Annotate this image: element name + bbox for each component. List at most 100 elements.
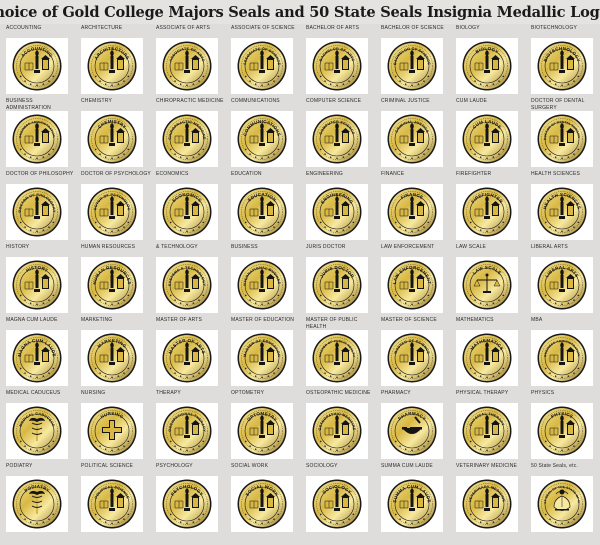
seal-thumbnail[interactable]: OSTEOPATHIC MEDICINE — [306, 403, 368, 459]
seal-thumbnail[interactable]: SOCIAL WORK — [231, 476, 293, 532]
seal-cell[interactable]: 50 State Seals, etc. THE GREAT SEAL OF TH… — [527, 462, 600, 535]
seal-cell[interactable]: ECONOMICS ECONOMICS — [152, 170, 227, 243]
seal-thumbnail[interactable]: HISTORY — [6, 257, 68, 313]
seal-thumbnail[interactable]: CHEMISTRY — [81, 111, 143, 167]
seal-cell[interactable]: MEDICAL CADUCEUS MEDICAL CADUCEUS — [2, 389, 77, 462]
seal-cell[interactable]: HEALTH SCIENCES HEALTH SCIENCES — [527, 170, 600, 243]
seal-cell[interactable]: HISTORY HISTORY — [2, 243, 77, 316]
seal-cell[interactable]: CUM LAUDE CUM LAUDE — [452, 97, 527, 170]
seal-cell[interactable]: BACHELOR OF SCIENCE BACHELOR OF SCIENCE — [377, 24, 452, 97]
seal-cell[interactable]: PHYSICS PHYSICS — [527, 389, 600, 462]
seal-thumbnail[interactable]: HEALTH SCIENCES — [531, 184, 593, 240]
seal-cell[interactable]: ENGINEERING ENGINEERING — [302, 170, 377, 243]
seal-thumbnail[interactable]: MAGNA CUM LAUDE — [6, 330, 68, 386]
seal-cell[interactable]: COMMUNICATIONS COMMUNICATIONS — [227, 97, 302, 170]
seal-thumbnail[interactable]: PSYCHOLOGY — [156, 476, 218, 532]
seal-thumbnail[interactable]: PHYSICS — [531, 403, 593, 459]
seal-cell[interactable]: MATHEMATICS MATHEMATICS — [452, 316, 527, 389]
seal-cell[interactable]: MASTER OF EDUCATION MASTER OF EDUCATION — [227, 316, 302, 389]
seal-thumbnail[interactable]: HUMAN RESOURCES — [81, 257, 143, 313]
seal-thumbnail[interactable]: MATHEMATICS — [456, 330, 518, 386]
seal-cell[interactable]: SOCIOLOGY SOCIOLOGY — [302, 462, 377, 535]
seal-thumbnail[interactable]: ASSOCIATE OF SCIENCE — [231, 38, 293, 94]
seal-cell[interactable]: PHARMACY PHARMACY — [377, 389, 452, 462]
seal-thumbnail[interactable]: VETERINARY MEDICINE — [456, 476, 518, 532]
seal-thumbnail[interactable]: COMPUTER SCIENCE — [306, 111, 368, 167]
seal-cell[interactable]: BIOTECHNOLOGY BIOTECHNOLOGY — [527, 24, 600, 97]
seal-cell[interactable]: LAW SCALE LAW SCALE — [452, 243, 527, 316]
seal-thumbnail[interactable]: EDUCATION — [231, 184, 293, 240]
seal-cell[interactable]: BACHELOR OF ARTS BACHELOR OF ARTS — [302, 24, 377, 97]
seal-thumbnail[interactable]: COMMUNICATIONS — [231, 111, 293, 167]
seal-thumbnail[interactable]: MASTER OF PUBLIC HEALTH — [306, 330, 368, 386]
seal-cell[interactable]: DOCTOR OF PSYCHOLOGY DOCTOR OF PSYCHOLOGY — [77, 170, 152, 243]
seal-cell[interactable]: VETERINARY MEDICINE VETERINARY MEDICINE — [452, 462, 527, 535]
seal-thumbnail[interactable]: PODIATRY — [6, 476, 68, 532]
seal-thumbnail[interactable]: DOCTOR OF PHILOSOPHY — [6, 184, 68, 240]
seal-cell[interactable]: POLITICAL SCIENCE POLITICAL SCIENCE — [77, 462, 152, 535]
seal-cell[interactable]: MBA BUSINESS ADMINISTRATION — [527, 316, 600, 389]
seal-thumbnail[interactable]: ENGINEERING — [306, 184, 368, 240]
seal-cell[interactable]: EDUCATION EDUCATION — [227, 170, 302, 243]
seal-thumbnail[interactable]: ACCOUNTING — [6, 38, 68, 94]
seal-thumbnail[interactable]: ECONOMICS — [156, 184, 218, 240]
seal-thumbnail[interactable]: BUSINESS ADMINISTRATION — [531, 330, 593, 386]
seal-cell[interactable]: CHEMISTRY CHEMISTRY — [77, 97, 152, 170]
seal-thumbnail[interactable]: ARCHITECTURE — [81, 38, 143, 94]
seal-cell[interactable]: OPTOMETRY OPTOMETRY — [227, 389, 302, 462]
seal-cell[interactable]: ARCHITECTURE ARCHITECTURE — [77, 24, 152, 97]
seal-cell[interactable]: MASTER OF ARTS MASTER OF ARTS — [152, 316, 227, 389]
seal-thumbnail[interactable]: MASTER OF EDUCATION — [231, 330, 293, 386]
seal-thumbnail[interactable]: LAW SCALE — [456, 257, 518, 313]
seal-cell[interactable]: JURIS DOCTOR JURIS DOCTOR — [302, 243, 377, 316]
seal-thumbnail[interactable]: INTERNATIONAL BUSINESS — [231, 257, 293, 313]
seal-thumbnail[interactable]: LAW ENFORCEMENT — [381, 257, 443, 313]
seal-thumbnail[interactable]: MASTER OF ARTS — [156, 330, 218, 386]
seal-cell[interactable]: CHIROPRACTIC MEDICINE CHIROPRACTIC MEDICI… — [152, 97, 227, 170]
seal-thumbnail[interactable]: CUM LAUDE — [456, 111, 518, 167]
seal-thumbnail[interactable]: DOCTOR OF DENTAL SURGERY — [531, 111, 593, 167]
seal-thumbnail[interactable]: BIOLOGY — [456, 38, 518, 94]
seal-cell[interactable]: NURSING NURSING — [77, 389, 152, 462]
seal-cell[interactable]: PSYCHOLOGY PSYCHOLOGY — [152, 462, 227, 535]
seal-thumbnail[interactable]: BACHELOR OF ARTS — [306, 38, 368, 94]
seal-cell[interactable]: BUSINESS ADMINISTRATION BUSINESS ADMINIST… — [2, 97, 77, 170]
seal-thumbnail[interactable]: BUSINESS ADMINISTRATION — [6, 111, 68, 167]
seal-cell[interactable]: OSTEOPATHIC MEDICINE OSTEOPATHIC MEDICINE — [302, 389, 377, 462]
seal-cell[interactable]: BIOLOGY BIOLOGY — [452, 24, 527, 97]
seal-thumbnail[interactable]: SYSTEMS & TECHNOLOGY — [156, 257, 218, 313]
seal-cell[interactable]: SOCIAL WORK SOCIAL WORK — [227, 462, 302, 535]
seal-thumbnail[interactable]: PHARMACY — [381, 403, 443, 459]
seal-thumbnail[interactable]: POLITICAL SCIENCE — [81, 476, 143, 532]
seal-cell[interactable]: PODIATRY PODIATRY — [2, 462, 77, 535]
seal-cell[interactable]: & TECHNOLOGY SYSTEMS & TECHNOLOGY — [152, 243, 227, 316]
seal-cell[interactable]: ACCOUNTING ACCOUNTING — [2, 24, 77, 97]
seal-thumbnail[interactable]: MASTER OF SCIENCE — [381, 330, 443, 386]
seal-thumbnail[interactable]: LIBERAL ARTS — [531, 257, 593, 313]
seal-thumbnail[interactable]: PHYSICAL THERAPY — [456, 403, 518, 459]
seal-thumbnail[interactable]: MEDICAL CADUCEUS — [6, 403, 68, 459]
seal-thumbnail[interactable]: DOCTOR OF PSYCHOLOGY — [81, 184, 143, 240]
seal-cell[interactable]: HUMAN RESOURCES HUMAN RESOURCES — [77, 243, 152, 316]
seal-cell[interactable]: BUSINESS INTERNATIONAL BUSINESS — [227, 243, 302, 316]
seal-thumbnail[interactable]: BIOTECHNOLOGY — [531, 38, 593, 94]
seal-thumbnail[interactable]: CRIMINAL JUSTICE — [381, 111, 443, 167]
seal-thumbnail[interactable]: JURIS DOCTOR — [306, 257, 368, 313]
seal-cell[interactable]: PHYSICAL THERAPY PHYSICAL THERAPY — [452, 389, 527, 462]
seal-thumbnail[interactable]: FINANCE — [381, 184, 443, 240]
seal-cell[interactable]: LIBERAL ARTS LIBERAL ARTS — [527, 243, 600, 316]
seal-cell[interactable]: MASTER OF SCIENCE MASTER OF SCIENCE — [377, 316, 452, 389]
seal-thumbnail[interactable]: OPTOMETRY — [231, 403, 293, 459]
seal-cell[interactable]: MASTER OF PUBLIC HEALTH MASTER OF PUBLIC … — [302, 316, 377, 389]
seal-cell[interactable]: MAGNA CUM LAUDE MAGNA CUM LAUDE — [2, 316, 77, 389]
seal-cell[interactable]: LAW ENFORCEMENT LAW ENFORCEMENT — [377, 243, 452, 316]
seal-cell[interactable]: ASSOCIATE OF ARTS ASSOCIATE OF ARTS — [152, 24, 227, 97]
seal-thumbnail[interactable]: ASSOCIATE OF ARTS — [156, 38, 218, 94]
seal-cell[interactable]: DOCTOR OF PHILOSOPHY DOCTOR OF PHILOSOPHY — [2, 170, 77, 243]
seal-cell[interactable]: CRIMINAL JUSTICE CRIMINAL JUSTICE — [377, 97, 452, 170]
seal-thumbnail[interactable]: THE GREAT SEAL OF THE STATE OF NEW YORK — [531, 476, 593, 532]
seal-cell[interactable]: MARKETING MARKETING — [77, 316, 152, 389]
seal-cell[interactable]: FINANCE FINANCE — [377, 170, 452, 243]
seal-thumbnail[interactable]: CHIROPRACTIC MEDICINE — [156, 111, 218, 167]
seal-cell[interactable]: ASSOCIATE OF SCIENCE ASSOCIATE OF SCIENCE — [227, 24, 302, 97]
